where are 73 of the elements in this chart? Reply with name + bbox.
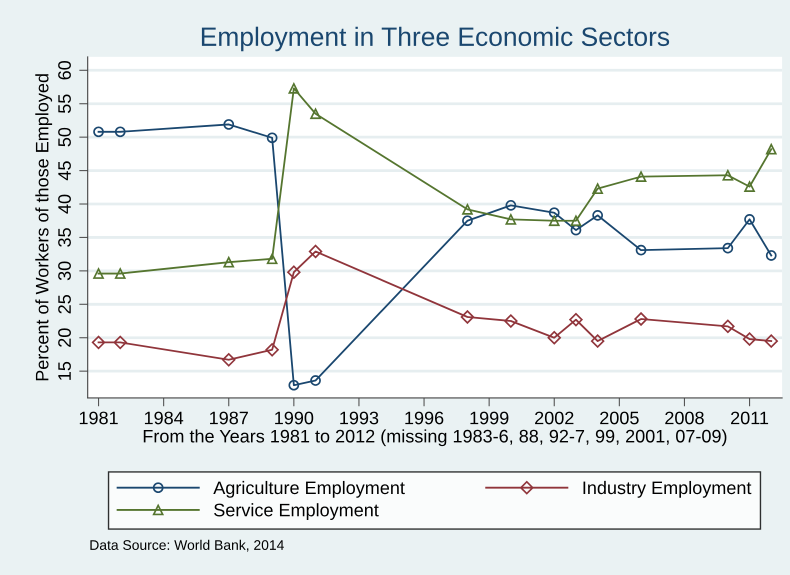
point	[634, 312, 648, 326]
chart-title: Employment in Three Economic Sectors	[202, 26, 670, 52]
x-tick-label: 1984	[144, 412, 184, 424]
point	[548, 215, 560, 226]
point	[548, 207, 560, 218]
x-tick-label: 2011	[731, 412, 768, 424]
source-note: Data Source: World Bank, 2014	[90, 540, 284, 552]
point	[288, 83, 300, 94]
y-tick-label: 60	[58, 60, 71, 80]
point	[287, 265, 301, 279]
y-tick-label: 35	[58, 228, 71, 247]
point	[462, 215, 473, 226]
y-tick-label: 50	[58, 128, 71, 146]
point	[114, 336, 127, 350]
legend-label: Agriculture Employment	[213, 480, 405, 498]
point	[223, 256, 234, 268]
point	[722, 170, 734, 181]
x-tick-label: 2002	[535, 412, 574, 424]
point	[744, 214, 755, 225]
point	[462, 204, 473, 215]
point	[766, 250, 777, 261]
point	[288, 380, 300, 391]
legend-label: Service Employment	[214, 503, 379, 520]
point	[266, 253, 278, 264]
point	[766, 144, 777, 155]
y-tick-label: 15	[58, 362, 71, 380]
point	[764, 334, 778, 348]
point	[266, 132, 278, 144]
x-tick-label: 1996	[405, 412, 444, 424]
point	[310, 108, 321, 120]
y-tick-label: 40	[58, 194, 71, 214]
x-tick-label: 1987	[210, 412, 248, 424]
y-tick-label: 55	[58, 94, 71, 114]
point	[505, 214, 516, 225]
point	[592, 183, 603, 194]
point	[548, 331, 561, 344]
point	[504, 314, 518, 328]
y-axis-title: Percent of Workers of those Employed	[35, 74, 52, 380]
point	[505, 200, 516, 211]
point	[722, 242, 734, 254]
y-tick-label: 30	[58, 262, 71, 280]
point	[721, 320, 735, 334]
point	[310, 375, 321, 386]
point	[223, 119, 234, 130]
point	[570, 215, 582, 226]
point	[114, 126, 126, 138]
x-tick-label: 2008	[665, 412, 704, 424]
point	[93, 268, 104, 279]
point	[636, 171, 646, 182]
point	[92, 336, 106, 350]
point	[265, 343, 279, 356]
point	[308, 244, 322, 258]
point	[569, 312, 583, 326]
point	[114, 268, 126, 279]
x-tick-label: 1981	[80, 412, 118, 424]
x-axis-title: From the Years 1981 to 2012 (missing 1983-6, 88, 92-7, 99, 2001, 07-09)	[144, 429, 726, 446]
x-tick-label: 2005	[600, 412, 639, 424]
y-tick-label: 20	[58, 328, 71, 347]
legend-label: Industry Employment	[584, 480, 752, 498]
y-tick-label: 25	[58, 295, 71, 314]
point	[570, 224, 582, 236]
point	[460, 310, 474, 324]
x-tick-label: 1999	[470, 412, 508, 424]
point	[590, 334, 604, 348]
point	[93, 126, 104, 138]
point	[742, 332, 756, 346]
point	[222, 353, 236, 367]
point	[636, 244, 646, 256]
x-tick-label: 1993	[340, 412, 378, 424]
point	[744, 181, 755, 192]
x-tick-label: 1990	[275, 412, 314, 424]
y-tick-label: 45	[58, 161, 71, 180]
point	[592, 210, 603, 221]
